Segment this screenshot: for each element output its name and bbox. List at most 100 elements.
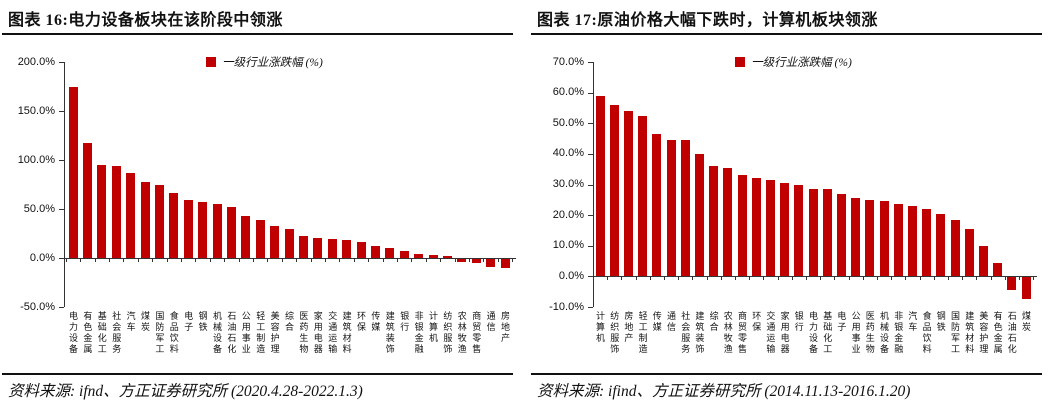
y-axis-label: 0.0% [558,269,584,282]
x-axis-label: 综合 [708,311,719,333]
x-axis-tick [253,259,254,262]
x-axis-tick [905,277,907,281]
x-axis-tick [152,259,154,262]
x-axis-tick [663,277,665,281]
x-axis-label: 通信 [485,311,496,333]
y-axis-label: 0.0% [29,251,55,264]
x-axis-tick [296,259,298,262]
legend-swatch-icon [206,57,217,67]
x-axis-tick [310,259,312,262]
x-axis-tick [397,259,398,262]
figure-17-source-rule [531,373,1042,375]
x-axis-tick [281,259,283,262]
bar [950,219,960,277]
x-axis-tick [411,259,413,262]
figure-16-source: 资料来源: ifnd、方正证券研究所 (2020.4.28-2022.1.3) [8,383,363,400]
x-axis-tick [1004,277,1006,281]
x-axis-tick [195,259,197,262]
x-axis-label: 家用电器 [779,311,790,355]
x-axis-label: 计算机 [595,311,605,344]
bar [327,239,337,258]
x-axis-label: 基础化工 [96,311,107,355]
x-axis-tick [820,277,822,281]
x-axis-label: 食品饮料 [168,311,179,355]
x-axis-line [64,258,517,259]
x-axis-tick [224,259,226,262]
y-axis-tick [59,62,64,63]
x-axis-tick [891,277,893,281]
x-axis-tick [947,277,949,281]
x-axis-tick [109,259,110,262]
bar [808,189,818,277]
bar [183,200,193,258]
x-axis-tick [80,259,82,262]
x-axis-tick [267,259,269,262]
x-axis-label: 公用事业 [850,311,861,355]
y-axis-tick [588,245,593,247]
x-axis-label: 有色金属 [992,311,1003,355]
bar [97,164,107,258]
bar [428,255,438,258]
x-axis-tick [805,277,807,281]
x-axis-label: 国防军工 [154,311,165,355]
x-axis-label: 电力设备 [808,311,818,355]
y-axis-line [593,62,594,307]
bar [751,178,761,277]
figure-16-source-rule [2,373,513,375]
figure-16-legend: 一级行业涨跌幅 (%) [0,54,529,70]
x-axis-tick [181,259,182,262]
x-axis-label: 农林牧渔 [722,311,733,355]
y-axis-label: 40.0% [552,147,584,160]
x-axis-label: 轻工制造 [255,311,266,355]
bar [822,189,832,277]
x-axis-tick [720,277,722,281]
bar [709,166,719,277]
legend-label: 一级行业涨跌幅 (%) [751,57,852,69]
x-axis-label: 非银金融 [893,311,904,355]
y-axis-line [64,62,65,307]
bar [241,215,251,258]
x-axis-tick [368,259,370,262]
x-axis-label: 汽车 [125,311,136,333]
bar [370,246,380,258]
y-axis-label: 200.0% [17,55,55,68]
x-axis-tick [512,259,514,262]
y-axis-tick [588,153,593,155]
legend-swatch-icon [735,57,746,67]
bar [298,236,308,258]
x-axis-tick [592,277,594,281]
x-axis-label: 医药生物 [298,311,309,355]
x-axis-label: 食品饮料 [921,311,932,355]
x-axis-label: 煤炭 [1021,311,1031,333]
x-axis-tick [65,259,67,262]
x-axis-label: 建筑装饰 [694,311,705,355]
y-axis-tick [588,215,593,217]
x-axis-tick [919,277,921,281]
figure-16-bar-chart: 一级行业涨跌幅 (%) 200.0% 150.0% 100.0% 50.0% 0.0% -… [0,54,529,355]
x-axis-tick [791,277,793,281]
bar [385,248,395,258]
x-axis-tick [1033,277,1035,281]
x-axis-label: 电力设备 [68,311,78,355]
x-axis-label: 通信 [666,311,676,333]
bar [212,204,222,258]
bar [342,240,352,258]
x-axis-tick [325,259,326,262]
bar [457,259,467,262]
bar [82,143,92,258]
x-axis-label: 钢铁 [197,311,208,333]
x-axis-tick [607,277,609,281]
bar [414,254,424,258]
figure-16-title: 图表 16:电力设备板块在该阶段中领涨 [8,12,283,29]
x-axis-label: 基础化工 [822,311,833,355]
figure-17-source: 资料来源: ifind、方正证券研究所 (2014.11.13-2016.1.2… [537,383,911,400]
figure-17-title: 图表 17:原油价格大幅下跌时，计算机板块领涨 [537,12,878,29]
x-axis-tick [734,277,736,281]
x-axis-tick [876,277,878,281]
x-axis-tick [692,277,694,281]
y-axis-tick [59,111,64,112]
x-axis-label: 石油石化 [1006,311,1017,355]
x-axis-tick [834,277,836,281]
x-axis-label: 非银金融 [413,311,424,355]
